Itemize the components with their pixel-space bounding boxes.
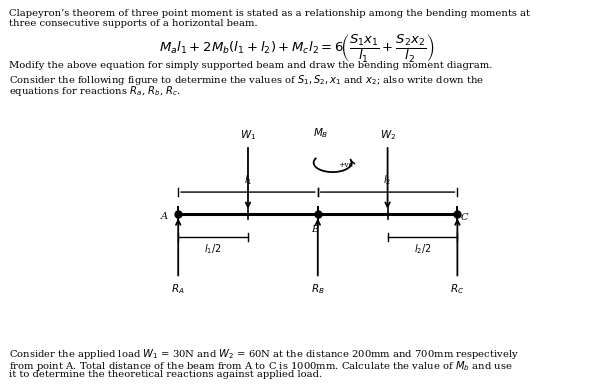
Text: Consider the following figure to determine the values of $S_1, S_2, x_1$ and $x_: Consider the following figure to determi… [9,73,484,87]
Text: B: B [311,225,318,234]
Text: $M_a l_1 + 2M_b(l_1 + l_2) + M_c l_2 = 6\!\left(\dfrac{S_1 x_1}{l_1} + \dfrac{S_: $M_a l_1 + 2M_b(l_1 + l_2) + M_c l_2 = 6… [159,33,435,65]
Text: A: A [160,212,168,221]
Text: $l_1$: $l_1$ [244,174,252,187]
Text: C: C [460,213,468,222]
Text: $l_2$: $l_2$ [384,174,391,187]
Text: +ve: +ve [339,161,353,169]
Text: $R_B$: $R_B$ [311,282,325,296]
Text: from point A. Total distance of the beam from A to C is 1000mm. Calculate the va: from point A. Total distance of the beam… [9,359,513,373]
Text: Modify the above equation for simply supported beam and draw the bending moment : Modify the above equation for simply sup… [9,61,492,70]
Text: $l_1/2$: $l_1/2$ [204,242,222,256]
Text: $M_B$: $M_B$ [313,127,328,140]
Text: $R_A$: $R_A$ [171,282,185,296]
Text: three consecutive supports of a horizontal beam.: three consecutive supports of a horizont… [9,19,258,28]
Text: $R_C$: $R_C$ [450,282,465,296]
Text: $W_1$: $W_1$ [240,128,256,142]
Text: equations for reactions $R_a$, $R_b$, $R_c$.: equations for reactions $R_a$, $R_b$, $R… [9,84,181,98]
Text: $W_2$: $W_2$ [380,128,396,142]
Text: $l_2/2$: $l_2/2$ [414,242,431,256]
Text: it to determine the theoretical reactions against applied load.: it to determine the theoretical reaction… [9,370,322,379]
Text: Clapeyron’s theorem of three point moment is stated as a relationship among the : Clapeyron’s theorem of three point momen… [9,9,530,18]
Text: Consider the applied load $W_1$ = 30N and $W_2$ = 60N at the distance 200mm and : Consider the applied load $W_1$ = 30N an… [9,347,519,361]
